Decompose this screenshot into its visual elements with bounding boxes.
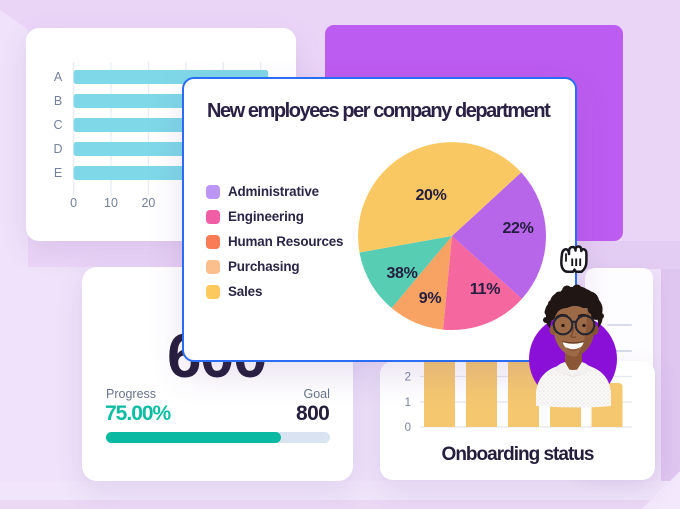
svg-text:10: 10	[104, 196, 118, 210]
svg-text:E: E	[54, 166, 62, 180]
svg-text:A: A	[54, 70, 63, 84]
svg-text:0: 0	[70, 196, 77, 210]
svg-text:C: C	[53, 118, 62, 132]
svg-text:0: 0	[405, 422, 411, 434]
svg-text:D: D	[53, 142, 62, 156]
svg-text:B: B	[54, 94, 62, 108]
svg-text:20: 20	[141, 196, 155, 210]
svg-text:1: 1	[405, 397, 411, 409]
svg-text:2: 2	[405, 372, 411, 384]
